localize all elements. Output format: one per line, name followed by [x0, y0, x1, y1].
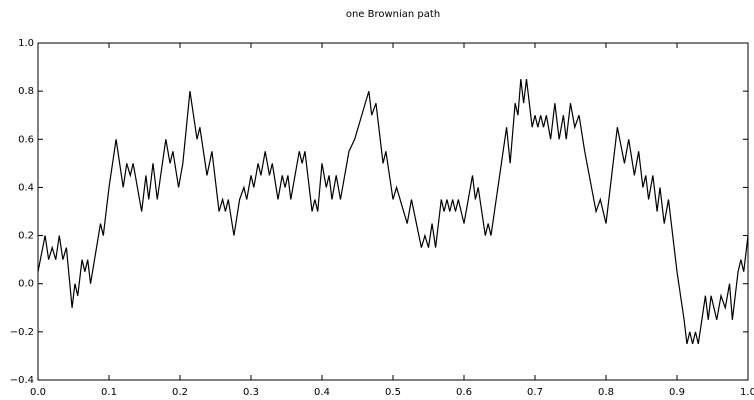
y-tick-label: 0.6: [18, 134, 34, 145]
x-tick-label: 0.3: [243, 387, 259, 398]
x-tick-label: 0.9: [669, 387, 685, 398]
y-tick-label: 0.0: [18, 279, 34, 290]
chart-title: one Brownian path: [346, 9, 440, 20]
y-tick-label: −0.2: [10, 327, 34, 338]
y-tick-label: 0.8: [18, 86, 34, 97]
x-tick-label: 0.8: [598, 387, 614, 398]
y-tick-label: 0.2: [18, 231, 34, 242]
x-tick-label: 0.7: [527, 387, 543, 398]
y-tick-label: 0.4: [18, 182, 34, 193]
x-tick-label: 0.1: [101, 387, 117, 398]
data-line: [37, 79, 749, 345]
y-tick-label: 1.0: [18, 38, 34, 49]
plot-frame: [37, 42, 749, 381]
x-tick-label: 0.2: [172, 387, 188, 398]
x-tick-label: 0.6: [456, 387, 472, 398]
x-tick-label: 0.5: [385, 387, 401, 398]
x-tick-label: 0.0: [30, 387, 46, 398]
x-tick-label: 1.0: [740, 387, 754, 398]
x-tick-label: 0.4: [314, 387, 330, 398]
y-tick-label: −0.4: [10, 375, 34, 386]
